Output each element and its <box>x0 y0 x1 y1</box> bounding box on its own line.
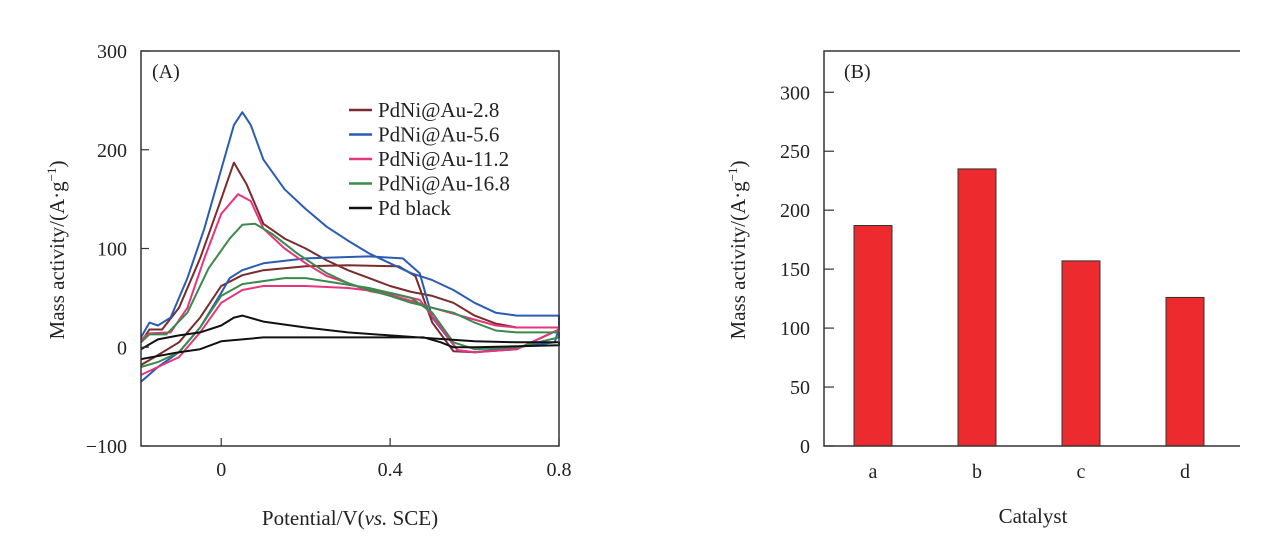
panel-label-b: (B) <box>844 61 871 83</box>
axis-ticks-b: 0 50 100 150 200 250 300 <box>780 82 834 458</box>
legend: PdNi@Au-2.8PdNi@Au-5.6PdNi@Au-11.2PdNi@A… <box>349 98 510 220</box>
y-axis-label-a: Mass activity/(A·g−1) <box>44 161 69 340</box>
legend-label: Pd black <box>378 196 451 220</box>
y-tick-label: 150 <box>780 259 810 281</box>
y-tick-label: 300 <box>97 41 127 63</box>
x-axis-label-a: Potential/V(vs. SCE) <box>262 506 438 530</box>
y-tick-label: 200 <box>780 200 810 222</box>
x-tick-label: b <box>972 461 982 483</box>
legend-label: PdNi@Au-16.8 <box>378 172 510 196</box>
y-tick-label: 300 <box>780 82 810 104</box>
y-tick-label: 250 <box>780 141 810 163</box>
y-tick-label: 200 <box>97 140 127 162</box>
y-tick-label: 0 <box>800 436 810 458</box>
cv-curves <box>140 111 560 383</box>
bar-a <box>853 225 893 447</box>
x-tick-label: d <box>1180 461 1190 483</box>
x-tick-label: c <box>1077 461 1086 483</box>
y-tick-label: 100 <box>97 239 127 261</box>
bar-b <box>957 168 997 447</box>
y-tick-label: 100 <box>780 318 810 340</box>
bar-chart: a b c d 0 50 100 150 200 250 300 (B) Catalyst Mas… <box>725 50 1240 528</box>
series-line <box>140 222 560 368</box>
legend-label: PdNi@Au-2.8 <box>378 98 499 122</box>
y-tick-label: 50 <box>790 377 810 399</box>
y-tick-label: 0 <box>117 337 127 359</box>
y-axis-label-b: Mass activity/(A·g−1) <box>725 161 750 340</box>
series-line <box>140 161 560 366</box>
x-axis-label-b: Catalyst <box>999 504 1068 528</box>
bars: a b c d <box>853 168 1205 483</box>
x-tick-label: a <box>869 461 878 483</box>
series-line <box>140 193 560 376</box>
y-tick-label: −100 <box>86 436 127 458</box>
panel-label-a: (A) <box>152 61 180 83</box>
legend-label: PdNi@Au-5.6 <box>378 123 499 147</box>
x-tick-label: 0.8 <box>547 459 572 481</box>
bar-c <box>1061 260 1101 447</box>
axis-ticks-a: 300 200 100 0 −100 0 0.4 0.8 <box>86 41 572 481</box>
legend-label: PdNi@Au-11.2 <box>378 147 509 171</box>
x-tick-label: 0 <box>216 459 226 481</box>
series-line <box>140 111 560 383</box>
x-tick-label: 0.4 <box>378 459 403 481</box>
series-line <box>140 314 560 361</box>
bar-d <box>1165 296 1205 447</box>
plot-frame-b <box>823 50 1240 447</box>
